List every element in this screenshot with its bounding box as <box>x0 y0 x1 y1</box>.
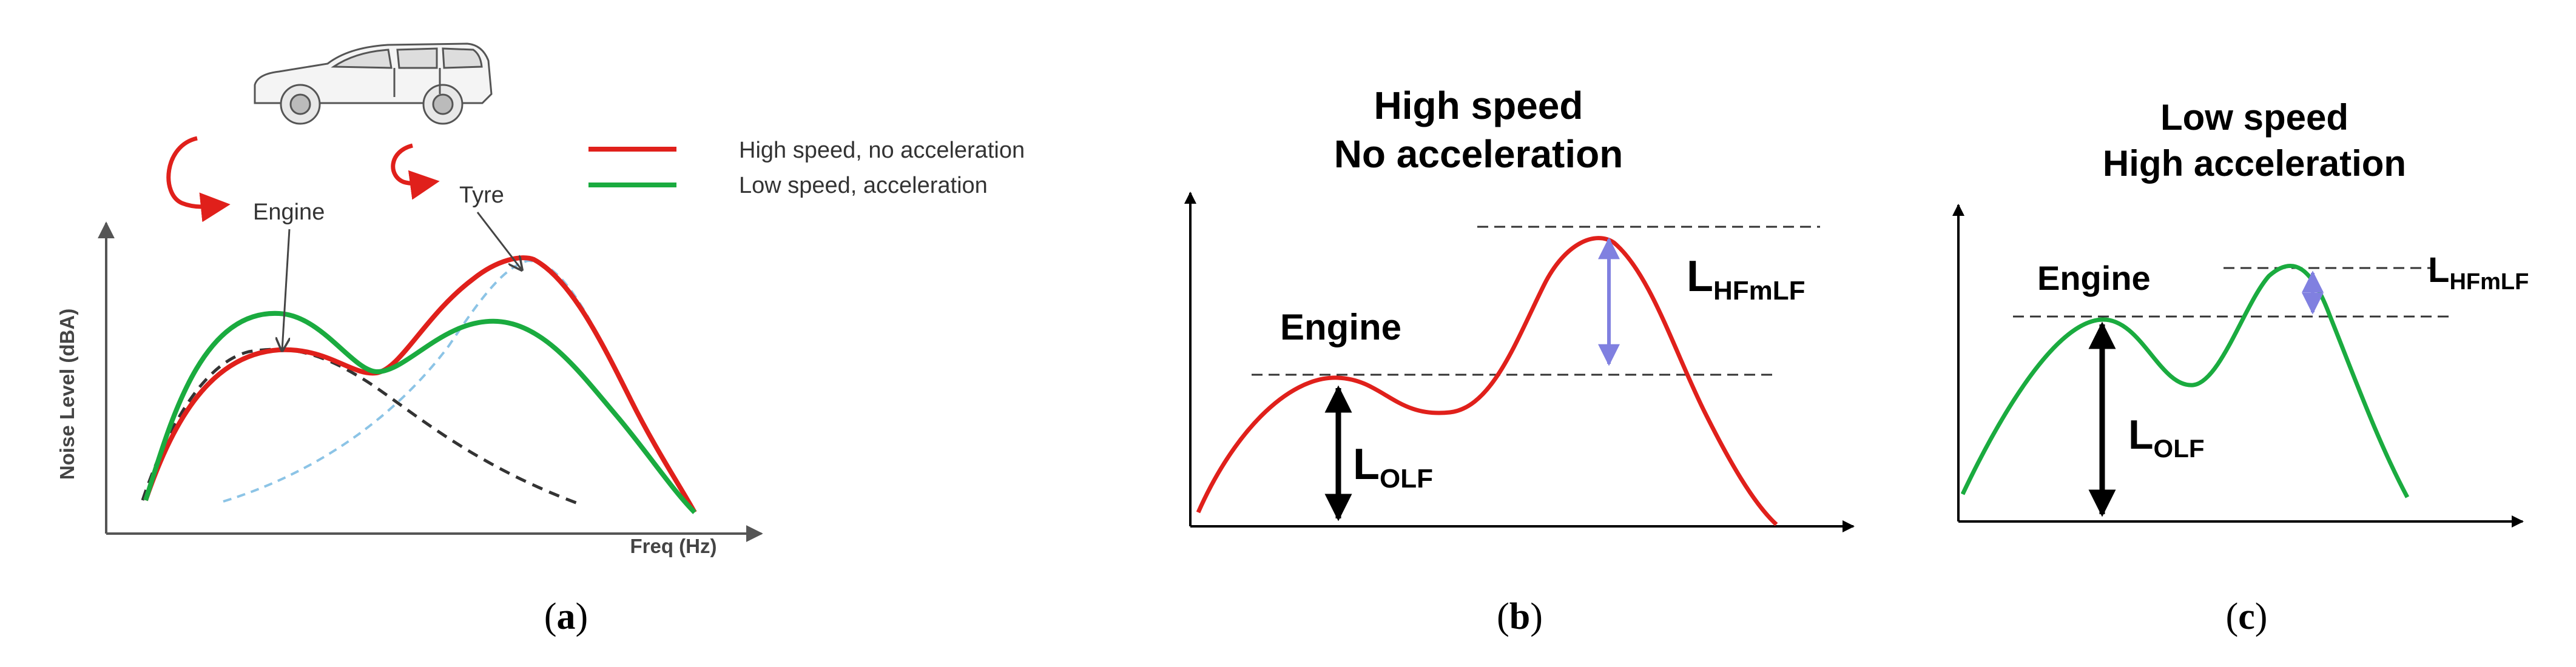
high-speed-curve <box>143 255 697 514</box>
tyre-pointer <box>476 212 522 270</box>
engine-pointer <box>282 229 291 350</box>
lolf-label-c: LOLF <box>2128 412 2205 463</box>
y-axis-label: Noise Level (dBA) <box>56 309 78 480</box>
tyre-source-arrow <box>391 143 440 200</box>
title-c-line2: High acceleration <box>2103 143 2406 184</box>
engine-label: Engine <box>253 199 325 225</box>
low-speed-curve-c <box>1960 264 2410 498</box>
panel-b: High speed No acceleration Engine LOLF L… <box>1184 84 1855 637</box>
lhf-label-b: LHFmLF <box>1687 252 1806 306</box>
tyre-label: Tyre <box>459 183 504 208</box>
engine-label-b: Engine <box>1280 307 1401 347</box>
title-b-line2: No acceleration <box>1334 132 1623 176</box>
lolf-label-b: LOLF <box>1353 440 1433 494</box>
engine-dashed-curve <box>141 347 583 507</box>
caption-c: (c) <box>2226 596 2268 637</box>
engine-source-arrow <box>166 136 231 223</box>
title-c-line1: Low speed <box>2160 97 2348 138</box>
caption-b: (b) <box>1497 596 1543 637</box>
legend-label-high-speed: High speed, no acceleration <box>739 138 1025 163</box>
panel-a: High speed, no acceleration Low speed, a… <box>56 42 1025 637</box>
engine-label-c: Engine <box>2037 259 2151 297</box>
legend-label-low-speed: Low speed, acceleration <box>739 173 988 198</box>
suv-car-icon <box>254 42 493 125</box>
x-axis-label: Freq (Hz) <box>630 535 717 557</box>
low-speed-curve <box>143 310 696 514</box>
panel-c: Low speed High acceleration Engine LOLF … <box>1952 97 2529 637</box>
lhf-label-c: LHFmLF <box>2428 250 2529 295</box>
title-b-line1: High speed <box>1374 84 1583 127</box>
legend: High speed, no acceleration Low speed, a… <box>588 138 1025 198</box>
caption-a: (a) <box>544 596 588 637</box>
high-speed-curve-b <box>1196 236 1778 526</box>
